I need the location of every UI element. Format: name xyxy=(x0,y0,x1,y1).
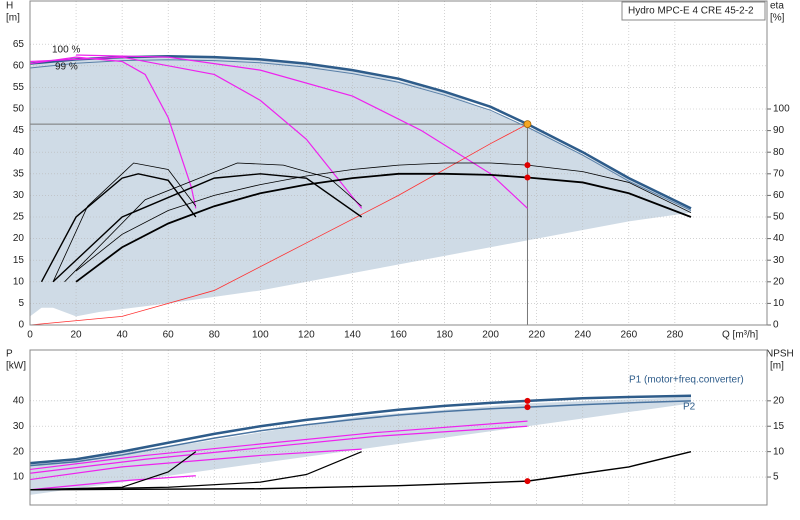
curve xyxy=(29,451,197,491)
y2-unit: [m] xyxy=(770,361,784,372)
curve xyxy=(52,173,363,283)
curve xyxy=(29,400,692,467)
curve xyxy=(29,394,692,465)
y-tick-label: 10 xyxy=(13,276,25,287)
x-tick-label: 200 xyxy=(482,330,499,341)
legend-label: P2 xyxy=(683,401,696,412)
curve xyxy=(76,54,528,209)
x-tick-label: 120 xyxy=(298,330,315,341)
marker xyxy=(524,404,531,411)
chart-title: Hydro MPC-E 4 CRE 45-2-2 xyxy=(628,6,754,17)
y2-tick-label: 60 xyxy=(773,190,785,201)
y2-tick-label: 90 xyxy=(773,125,785,136)
legend-label: P1 (motor+freq.converter) xyxy=(629,374,744,385)
y-tick-label: 35 xyxy=(13,168,25,179)
y2-label: eta xyxy=(770,1,784,12)
y2-tick-label: 30 xyxy=(773,255,785,266)
x-tick-label: 80 xyxy=(209,330,221,341)
y-tick-label: 50 xyxy=(13,104,25,115)
curve xyxy=(29,56,363,209)
y2-tick-label: 15 xyxy=(773,421,785,432)
curve xyxy=(29,425,528,474)
y2-tick-label: 20 xyxy=(773,276,785,287)
operating-range xyxy=(30,56,691,317)
x-tick-label: 20 xyxy=(71,330,83,341)
y2-tick-label: 0 xyxy=(773,320,779,331)
x-axis-label: Q [m³/h] xyxy=(722,330,758,341)
y-tick-label: 20 xyxy=(13,446,25,457)
x-tick-label: 160 xyxy=(390,330,407,341)
y-tick-label: 5 xyxy=(18,298,24,309)
x-tick-label: 180 xyxy=(436,330,453,341)
curve xyxy=(40,173,197,283)
title-box xyxy=(621,1,766,21)
y-tick-label: 0 xyxy=(18,320,24,331)
x-tick-label: 0 xyxy=(27,330,33,341)
y2-tick-label: 10 xyxy=(773,298,785,309)
curve xyxy=(29,123,528,326)
y-tick-label: 30 xyxy=(13,190,25,201)
marker xyxy=(524,174,531,181)
curve xyxy=(29,420,528,471)
x-tick-label: 260 xyxy=(620,330,637,341)
y-tick-label: 40 xyxy=(13,395,25,406)
plot-frame xyxy=(29,349,768,506)
curve xyxy=(29,475,196,491)
y-tick-label: 20 xyxy=(13,233,25,244)
x-tick-label: 280 xyxy=(667,330,684,341)
y2-tick-label: 100 xyxy=(773,104,790,115)
curve xyxy=(29,451,362,491)
y2-tick-label: 5 xyxy=(773,472,779,483)
y-label: H xyxy=(6,1,13,12)
x-tick-label: 140 xyxy=(344,330,361,341)
y-unit: [m] xyxy=(6,13,20,24)
y-tick-label: 15 xyxy=(13,255,25,266)
y-label: P xyxy=(6,349,13,360)
y-unit: [kW] xyxy=(6,361,26,372)
y-tick-label: 40 xyxy=(13,147,25,158)
duty-point xyxy=(523,120,532,129)
y-tick-label: 10 xyxy=(13,472,25,483)
y2-unit: [%] xyxy=(770,13,785,24)
x-tick-label: 100 xyxy=(252,330,269,341)
curve xyxy=(29,450,692,491)
y-tick-label: 45 xyxy=(13,125,25,136)
x-tick-label: 240 xyxy=(574,330,591,341)
y-tick-label: 30 xyxy=(13,421,25,432)
y2-tick-label: 50 xyxy=(773,212,785,223)
y2-label: NPSH xyxy=(766,349,794,360)
curve xyxy=(75,162,692,272)
y2-tick-label: 70 xyxy=(773,168,785,179)
y2-tick-label: 20 xyxy=(773,395,785,406)
x-tick-label: 40 xyxy=(117,330,129,341)
y2-tick-label: 80 xyxy=(773,147,785,158)
annotation: 99 % xyxy=(55,62,78,73)
x-tick-label: 60 xyxy=(163,330,175,341)
marker xyxy=(524,478,531,485)
y-tick-label: 25 xyxy=(13,212,25,223)
plot-frame xyxy=(29,0,768,326)
curve xyxy=(75,172,692,283)
annotation: 100 % xyxy=(52,45,80,56)
curve xyxy=(29,56,197,209)
y2-tick-label: 40 xyxy=(773,233,785,244)
y-tick-label: 60 xyxy=(13,60,25,71)
x-tick-label: 220 xyxy=(528,330,545,341)
curve xyxy=(29,448,362,481)
y-tick-label: 65 xyxy=(13,39,25,50)
curve xyxy=(64,162,362,283)
y2-tick-label: 10 xyxy=(773,446,785,457)
curve xyxy=(52,162,197,282)
marker xyxy=(524,162,531,169)
y-tick-label: 55 xyxy=(13,82,25,93)
marker xyxy=(524,397,531,404)
